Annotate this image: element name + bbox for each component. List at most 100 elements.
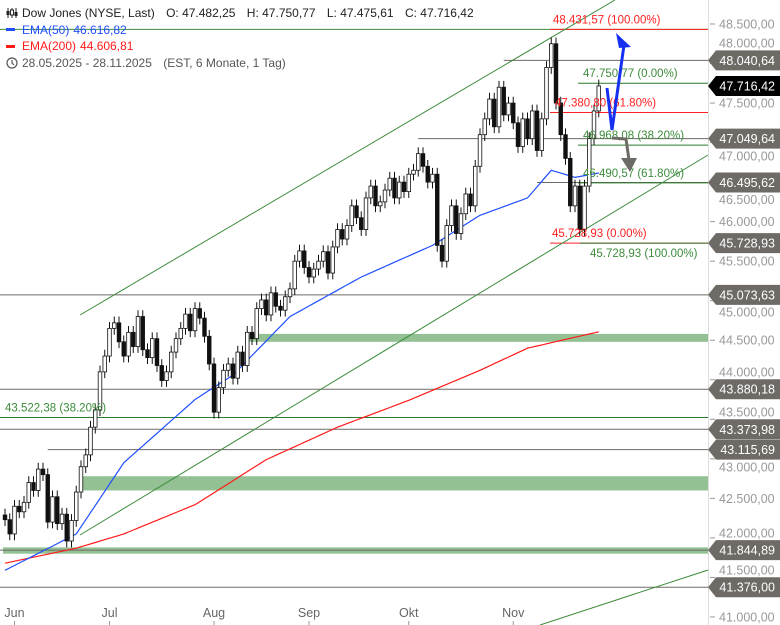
- candle: [506, 96, 511, 122]
- candle: [97, 365, 103, 417]
- candle: [335, 223, 340, 254]
- candle: [287, 282, 293, 304]
- candle-body-up: [69, 520, 74, 542]
- candle: [520, 112, 525, 153]
- ema200-value: 44.606,81: [80, 39, 134, 53]
- last-price-label: 47.716,42: [708, 75, 780, 96]
- candle: [549, 37, 554, 74]
- chart-legend: Dow Jones (NYSE, Last) O: 47.482,25 H: 4…: [6, 5, 474, 71]
- level-price-label-text: 46.495,62: [719, 176, 775, 190]
- candle-body-up: [335, 229, 340, 248]
- candle: [83, 448, 88, 474]
- candle: [21, 495, 27, 519]
- candle-body-up: [582, 185, 587, 230]
- candle: [178, 322, 183, 345]
- candle: [88, 420, 93, 462]
- level-price-label-bg: [708, 284, 780, 305]
- candle: [154, 332, 160, 372]
- candle-body-up: [102, 355, 107, 373]
- level-price-label-text: 45.073,63: [719, 288, 775, 302]
- candle: [321, 245, 326, 268]
- candle-body-down: [454, 205, 459, 234]
- candle: [477, 128, 483, 173]
- candle: [544, 61, 549, 126]
- candle-body-up: [178, 327, 183, 340]
- candle-body-up: [406, 173, 411, 193]
- candle: [463, 187, 468, 221]
- candle: [416, 147, 421, 177]
- candle: [78, 460, 84, 499]
- arrow-up-head: [616, 33, 631, 48]
- low-price-label-bg: [708, 233, 780, 254]
- candle-body-up: [368, 185, 373, 199]
- candle-body-up: [150, 338, 155, 359]
- candle: [420, 147, 426, 173]
- candle-body-up: [473, 165, 478, 207]
- ema50-label: EMA(50): [22, 22, 70, 37]
- candle-body-down: [577, 185, 582, 230]
- candle: [425, 159, 430, 189]
- legend-ema50[interactable]: EMA(50) 46.616,82: [6, 22, 474, 39]
- x-tick-label: Nov: [502, 606, 525, 620]
- candle-body-up: [221, 369, 226, 389]
- candle: [340, 223, 345, 246]
- candle: [311, 262, 316, 284]
- candle: [55, 490, 60, 530]
- candle-body-up: [135, 316, 141, 347]
- candle-body-up: [520, 118, 525, 147]
- candle-body-up: [216, 387, 221, 413]
- candle: [259, 293, 264, 315]
- fib-label: 43.522,38 (38.20%): [5, 403, 106, 415]
- level-price-label-text: 48.040,64: [719, 54, 775, 68]
- candle-body-up: [397, 181, 402, 199]
- candle-body-up: [173, 338, 179, 353]
- candle: [572, 179, 578, 213]
- candle: [202, 311, 207, 343]
- candle-body-up: [226, 363, 231, 371]
- candle: [121, 335, 126, 363]
- candle-body-down: [31, 482, 36, 491]
- level-price-label: 43.880,18: [708, 379, 780, 400]
- legend-ema200[interactable]: EMA(200) 44.606,81: [6, 38, 474, 55]
- candle: [511, 96, 516, 130]
- candle-body-up: [74, 491, 79, 521]
- candle-body-down: [121, 341, 126, 357]
- candle: [45, 468, 50, 529]
- level-price-label-bg: [708, 439, 780, 460]
- level-price-label: 41.844,89: [708, 540, 780, 561]
- candle-body-up: [411, 169, 416, 175]
- range-info: (EST, 6 Monate, 1 Tag): [163, 55, 286, 70]
- candle: [192, 302, 198, 338]
- level-price-label: 47.049,64: [708, 128, 780, 149]
- candle-body-down: [64, 513, 69, 542]
- candle: [150, 332, 155, 364]
- low-value: L: 47.475,61: [326, 6, 394, 20]
- candle-body-up: [506, 102, 511, 116]
- candlestick-icon: [6, 8, 18, 19]
- candle-body-up: [50, 496, 55, 523]
- level-price-label: 43.115,69: [708, 439, 780, 460]
- candle-body-down: [159, 365, 164, 381]
- trend-channel-lower: [79, 154, 709, 536]
- candle-body-up: [164, 371, 169, 381]
- candle-body-down: [325, 251, 331, 274]
- candle-body-up: [12, 505, 17, 535]
- candle-body-up: [311, 268, 316, 278]
- candle: [354, 199, 359, 225]
- candle: [596, 79, 601, 118]
- level-price-label-text: 41.844,89: [719, 544, 775, 558]
- candle: [302, 244, 307, 274]
- level-price-label: 48.040,64: [708, 50, 780, 71]
- candle: [534, 104, 540, 157]
- candle-body-down: [501, 86, 506, 116]
- candle: [515, 116, 521, 153]
- candle-body-up: [36, 468, 41, 491]
- arrow-down-head: [621, 158, 637, 172]
- candle-body-up: [387, 177, 392, 191]
- candle-body-up: [487, 98, 492, 120]
- candle-body-up: [287, 288, 293, 298]
- level-price-label-bg: [708, 379, 780, 400]
- candle: [368, 179, 373, 205]
- candle: [50, 490, 55, 529]
